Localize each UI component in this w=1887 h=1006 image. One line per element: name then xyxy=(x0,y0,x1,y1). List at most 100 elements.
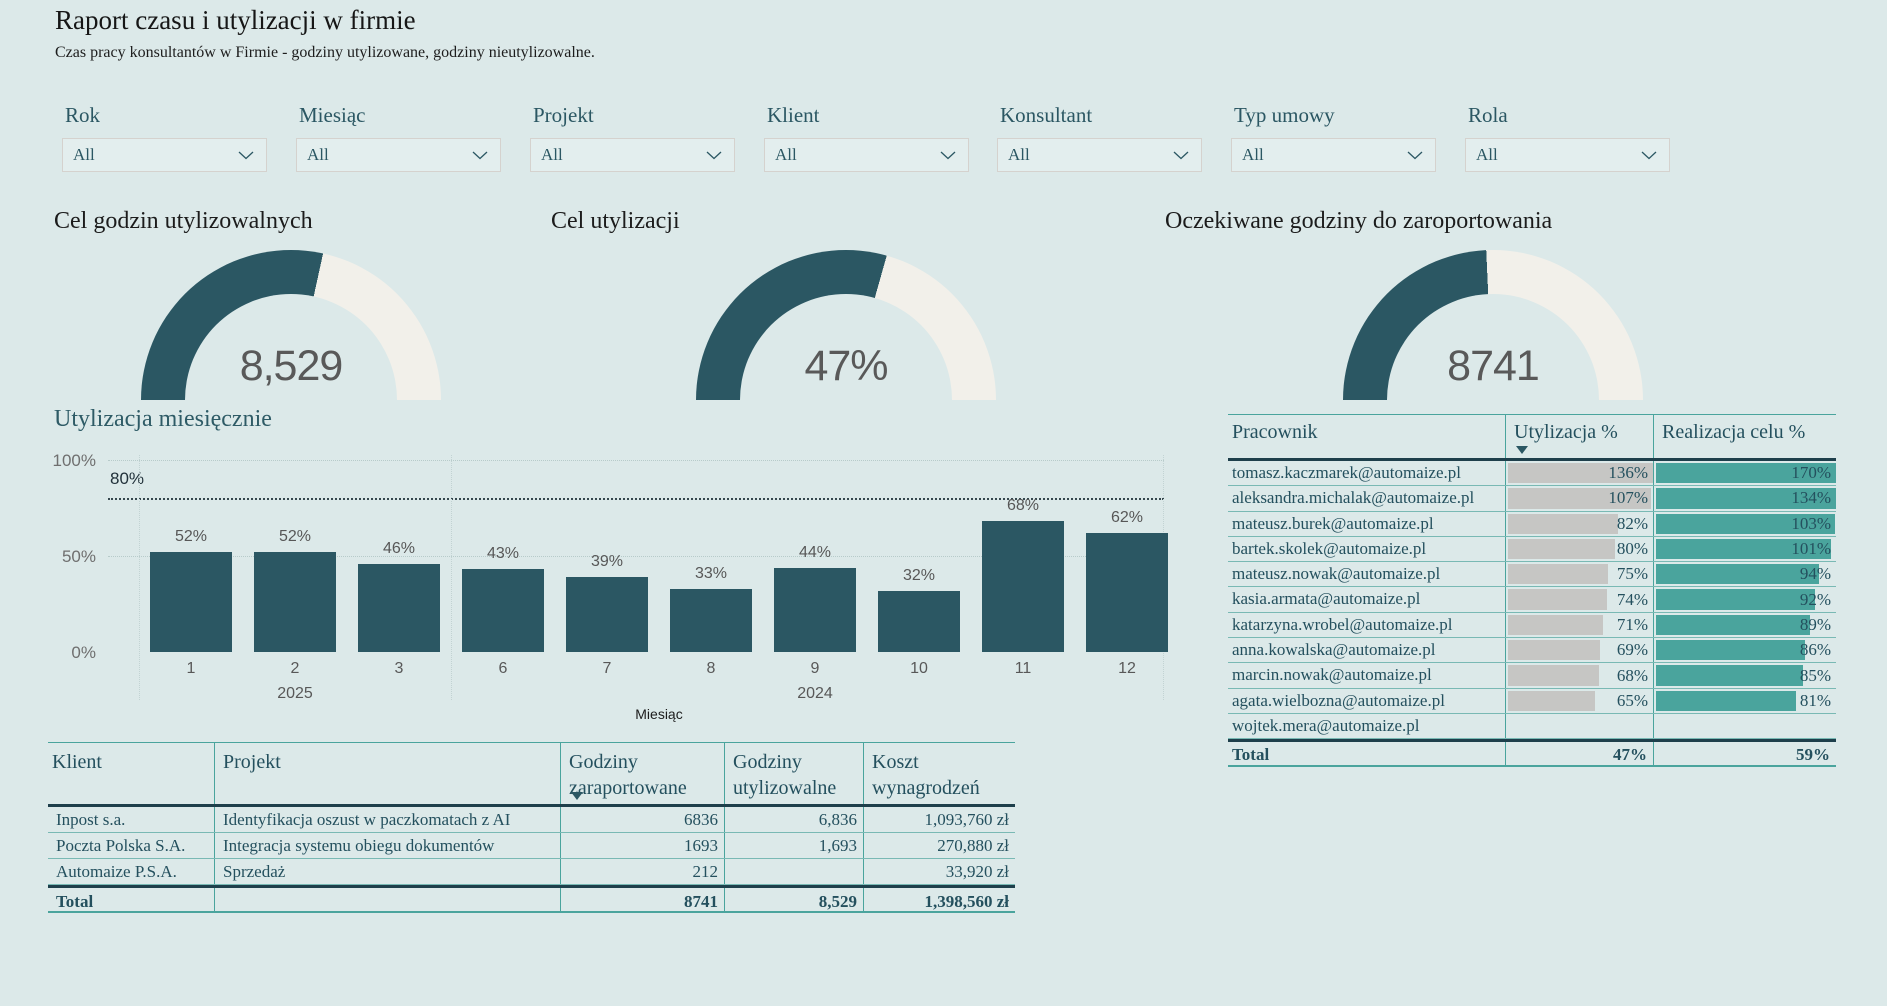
chevron-down-icon xyxy=(472,151,488,160)
databar-value: 80% xyxy=(1616,539,1648,559)
bar-value-label: 46% xyxy=(382,539,416,557)
project-table-total-row: Total 8741 8,529 1,398,560 zł xyxy=(48,885,1015,913)
column-header-projekt[interactable]: Projekt xyxy=(214,743,560,804)
bar-value-label: 32% xyxy=(902,566,936,584)
databar-value: 86% xyxy=(1799,640,1831,660)
databar-value: 75% xyxy=(1616,564,1648,584)
employee-table: Pracownik Utylizacja % Realizacja celu % to… xyxy=(1228,414,1836,768)
filter-label-typ-umowy: Typ umowy xyxy=(1234,103,1335,127)
gauge-cel-godzin: 8,529 0K 15K xyxy=(141,250,441,400)
filter-dropdown-rok[interactable]: All xyxy=(62,138,267,172)
column-header-pracownik[interactable]: Pracownik xyxy=(1232,421,1318,443)
databar-value: 103% xyxy=(1791,513,1831,533)
table-row[interactable]: mateusz.nowak@automaize.pl 75% 94% xyxy=(1228,562,1836,588)
bar-month-1[interactable] xyxy=(150,552,232,652)
bar-chart-title: Utylizacja miesięcznie xyxy=(54,406,272,432)
table-row[interactable]: aleksandra.michalak@automaize.pl 107% 134% xyxy=(1228,486,1836,512)
table-row[interactable]: Poczta Polska S.A. Integracja systemu obi… xyxy=(48,833,1015,859)
bar-month-7[interactable] xyxy=(566,577,648,652)
bar-month-9[interactable] xyxy=(774,567,856,652)
teal-databar xyxy=(1656,614,1811,636)
table-row[interactable]: katarzyna.wrobel@automaize.pl 71% 89% xyxy=(1228,612,1836,639)
x-axis-month-label: 7 xyxy=(602,660,612,677)
bar-month-10[interactable] xyxy=(878,590,960,652)
y-axis-tick-label: 0% xyxy=(71,643,96,662)
reported-hours-cell: 6836 xyxy=(560,807,724,832)
column-header-koszt-wynagrodzen[interactable]: Koszt wynagrodzeń xyxy=(863,743,1015,804)
gauge-value: 8741 xyxy=(1447,342,1540,390)
teal-databar xyxy=(1656,463,1836,484)
filter-dropdown-projekt[interactable]: All xyxy=(530,138,735,172)
filter-dropdown-konsultant[interactable]: All xyxy=(997,138,1202,172)
bar-month-8[interactable] xyxy=(670,588,752,652)
target-line-80 xyxy=(108,498,1164,501)
table-row[interactable]: Automaize P.S.A. Sprzedaż 212 33,920 zł xyxy=(48,859,1015,885)
chevron-down-icon xyxy=(238,151,254,160)
teal-databar xyxy=(1656,690,1797,711)
employee-email-cell: mateusz.burek@automaize.pl xyxy=(1232,513,1434,533)
gauge-value: 47% xyxy=(804,342,888,390)
databar-cell: 107% xyxy=(1505,486,1653,511)
employee-email-cell: aleksandra.michalak@automaize.pl xyxy=(1232,488,1475,508)
column-header-klient[interactable]: Klient xyxy=(52,751,102,773)
salary-cost-cell: 1,093,760 zł xyxy=(863,807,1015,832)
employee-email-cell: kasia.armata@automaize.pl xyxy=(1232,589,1421,609)
total-cell-godziny-utylizowalne: 8,529 xyxy=(724,888,863,911)
year-separator-line xyxy=(451,455,452,700)
filter-dropdown-typ-umowy[interactable]: All xyxy=(1231,138,1436,172)
bar-value-label: 52% xyxy=(174,528,208,546)
bar-month-12[interactable] xyxy=(1086,532,1168,652)
column-header-godziny-utylizowalne[interactable]: Godziny utylizowalne xyxy=(724,743,863,804)
bar-month-3[interactable] xyxy=(358,563,440,652)
teal-databar xyxy=(1656,589,1816,610)
bar-value-label: 44% xyxy=(798,543,832,561)
databar-cell xyxy=(1505,713,1653,739)
column-header-godziny-zaraportowane[interactable]: Godziny zaraportowane xyxy=(560,743,724,804)
filter-label-miesiac: Miesiąc xyxy=(299,103,366,127)
databar-value: 170% xyxy=(1791,463,1831,483)
bar-month-6[interactable] xyxy=(462,569,544,652)
filter-dropdown-miesiac[interactable]: All xyxy=(296,138,501,172)
databar-cell: 68% xyxy=(1505,663,1653,688)
databar-cell: 89% xyxy=(1653,612,1836,638)
filter-label-projekt: Projekt xyxy=(533,103,594,127)
total-cell-projekt xyxy=(214,888,560,911)
table-row[interactable]: bartek.skolek@automaize.pl 80% 101% xyxy=(1228,536,1836,563)
gauge-title-oczekiwane-godziny: Oczekiwane godziny do zaroportowania xyxy=(1165,208,1553,234)
employee-table-header: Pracownik Utylizacja % Realizacja celu % xyxy=(1228,415,1836,461)
bar-month-11[interactable] xyxy=(982,521,1064,652)
bar-value-label: 39% xyxy=(590,553,624,571)
databar-value: 65% xyxy=(1616,690,1648,710)
table-row[interactable]: anna.kowalska@automaize.pl 69% 86% xyxy=(1228,638,1836,664)
table-row[interactable]: tomasz.kaczmarek@automaize.pl 136% 170% xyxy=(1228,461,1836,487)
client-cell: Automaize P.S.A. xyxy=(56,862,177,881)
databar-value: 81% xyxy=(1799,690,1831,710)
teal-databar xyxy=(1656,665,1804,686)
project-cell: Integracja systemu obiegu dokumentów xyxy=(214,833,560,858)
databar-value: 134% xyxy=(1791,488,1831,508)
databar-value: 85% xyxy=(1799,665,1831,685)
table-row[interactable]: wojtek.mera@automaize.pl xyxy=(1228,713,1836,740)
databar-cell: 170% xyxy=(1653,461,1836,486)
table-row[interactable]: agata.wielbozna@automaize.pl 65% 81% xyxy=(1228,688,1836,714)
bar-value-label: 62% xyxy=(1110,508,1144,526)
client-cell: Inpost s.a. xyxy=(56,810,126,829)
bar-month-2[interactable] xyxy=(254,552,336,652)
chevron-down-icon xyxy=(940,151,956,160)
utilizable-hours-cell xyxy=(724,859,863,884)
filter-label-rok: Rok xyxy=(65,103,101,127)
column-header-realizacja-celu[interactable]: Realizacja celu % xyxy=(1653,415,1836,458)
table-row[interactable]: marcin.nowak@automaize.pl 68% 85% xyxy=(1228,663,1836,689)
page-title: Raport czasu i utylizacji w firmie xyxy=(55,5,416,35)
gauge-cel-utylizacji: 47% 0% 80% xyxy=(696,250,996,400)
filter-dropdown-klient[interactable]: All xyxy=(764,138,969,172)
databar-value: 107% xyxy=(1608,488,1648,508)
gray-databar xyxy=(1508,589,1607,610)
table-row[interactable]: mateusz.burek@automaize.pl 82% 103% xyxy=(1228,511,1836,537)
column-header-utylizacja[interactable]: Utylizacja % xyxy=(1505,415,1653,458)
table-row[interactable]: kasia.armata@automaize.pl 74% 92% xyxy=(1228,587,1836,613)
filter-dropdown-rola[interactable]: All xyxy=(1465,138,1670,172)
table-row[interactable]: Inpost s.a. Identyfikacja oszust w paczko… xyxy=(48,807,1015,833)
client-cell: Poczta Polska S.A. xyxy=(56,836,186,855)
employee-email-cell: agata.wielbozna@automaize.pl xyxy=(1232,690,1445,710)
